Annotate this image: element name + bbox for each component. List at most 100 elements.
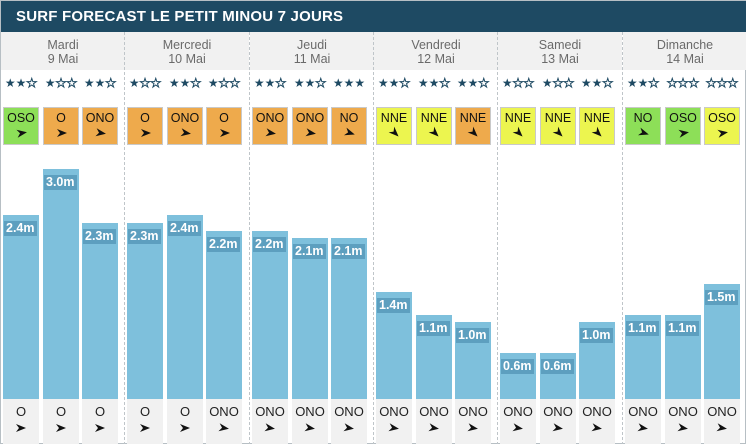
star-filled-icon: ★	[541, 76, 553, 90]
wave-height-bar: 2.2m	[252, 231, 288, 399]
wind-indicator: OSO	[3, 107, 39, 145]
star-empty-icon: ★	[677, 76, 689, 91]
star-filled-icon: ★	[580, 76, 592, 90]
wave-height-label: 2.3m	[128, 229, 161, 244]
rating-stars: ★ ★ ★	[125, 75, 165, 91]
swell-direction-label: ONO	[458, 404, 488, 419]
swell-direction-label: O	[139, 404, 151, 419]
star-empty-icon: ★	[602, 76, 614, 91]
wind-arrow-icon	[95, 128, 106, 137]
day-name: Mardi	[47, 38, 79, 52]
day-date: 13 Mai	[541, 52, 579, 66]
wind-direction-label: O	[56, 111, 66, 125]
swell-direction: ONO	[331, 399, 367, 444]
swell-direction-label: ONO	[543, 404, 573, 419]
swell-arrow-icon	[677, 423, 688, 432]
star-empty-icon: ★	[275, 76, 287, 91]
wave-height-label: 3.0m	[44, 175, 77, 190]
star-filled-icon: ★	[304, 76, 316, 90]
swell-direction: ONO	[206, 399, 242, 444]
swell-direction-label: ONO	[503, 404, 533, 419]
rating-stars: ★ ★ ★	[1, 75, 41, 91]
wave-height-bar: 3.0m	[43, 169, 79, 399]
star-filled-icon: ★	[4, 76, 16, 90]
star-filled-icon: ★	[179, 76, 191, 90]
wind-arrow-icon	[220, 129, 230, 137]
day-date: 9 Mai	[47, 52, 79, 66]
wind-direction-label: OSO	[708, 111, 736, 125]
wind-indicator: NO	[331, 107, 367, 145]
wave-height-label: 1.1m	[626, 321, 659, 336]
wind-arrow-icon	[428, 126, 439, 137]
swell-direction-label: ONO	[379, 404, 409, 419]
day-header	[250, 32, 374, 70]
swell-direction-label: ONO	[707, 404, 737, 419]
star-filled-icon: ★	[417, 76, 429, 90]
star-empty-icon: ★	[666, 76, 678, 91]
wind-indicator: ONO	[82, 107, 118, 145]
star-filled-icon: ★	[44, 76, 56, 90]
wave-height-label: 2.4m	[168, 221, 201, 236]
day-header	[374, 32, 498, 70]
star-filled-icon: ★	[128, 76, 140, 90]
day-column: Mardi 9 Mai ★ ★ ★ OSO 2.4m O ★ ★ ★ O 3.0m O ★ ★ ★ ONO 2.3m…	[1, 32, 125, 444]
wind-indicator: NNE	[455, 107, 491, 145]
wind-indicator: OSO	[665, 107, 701, 145]
swell-direction: O	[3, 399, 39, 444]
wave-height-bar: 0.6m	[540, 353, 576, 399]
wave-height-label: 2.4m	[4, 221, 37, 236]
wind-arrow-icon	[467, 126, 478, 137]
rating-stars: ★ ★ ★	[702, 75, 742, 91]
wind-arrow-icon	[591, 126, 602, 137]
swell-direction-label: ONO	[668, 404, 698, 419]
swell-direction: ONO	[540, 399, 576, 444]
wind-arrow-icon	[638, 127, 649, 136]
swell-arrow-icon	[591, 423, 602, 432]
wind-arrow-icon	[141, 129, 151, 137]
star-filled-icon: ★	[207, 76, 219, 90]
star-filled-icon: ★	[637, 76, 649, 90]
wave-height-label: 2.2m	[207, 237, 240, 252]
wind-arrow-icon	[305, 128, 316, 137]
rating-stars: ★ ★ ★	[577, 75, 617, 91]
wind-indicator: NNE	[540, 107, 576, 145]
wind-indicator: ONO	[167, 107, 203, 145]
swell-direction: ONO	[416, 399, 452, 444]
swell-direction-label: O	[55, 404, 67, 419]
wind-arrow-icon	[16, 129, 27, 138]
rating-stars: ★ ★ ★	[623, 75, 663, 91]
wind-direction-label: NO	[633, 111, 653, 125]
wave-height-bar: 1.5m	[704, 284, 740, 399]
swell-direction: ONO	[500, 399, 536, 444]
day-name: Samedi	[538, 38, 582, 52]
star-filled-icon: ★	[343, 76, 355, 90]
wind-direction-label: NNE	[420, 111, 448, 125]
wave-height-label: 1.1m	[417, 321, 450, 336]
star-empty-icon: ★	[523, 76, 535, 91]
star-empty-icon: ★	[190, 76, 202, 91]
swell-arrow-icon	[428, 423, 439, 432]
star-filled-icon: ★	[264, 76, 276, 90]
swell-direction: ONO	[292, 399, 328, 444]
wave-height-bar: 2.1m	[331, 238, 367, 399]
star-empty-icon: ★	[218, 76, 230, 91]
star-empty-icon: ★	[229, 76, 241, 91]
swell-direction-label: O	[179, 404, 191, 419]
rating-stars: ★ ★ ★	[538, 75, 578, 91]
swell-direction: O	[43, 399, 79, 444]
swell-direction: ONO	[252, 399, 288, 444]
wind-indicator: NNE	[376, 107, 412, 145]
star-filled-icon: ★	[94, 76, 106, 90]
day-date: 12 Mai	[417, 52, 455, 66]
wind-indicator: ONO	[292, 107, 328, 145]
rating-stars: ★ ★ ★	[80, 75, 120, 91]
wave-height-label: 1.0m	[580, 328, 613, 343]
swell-arrow-icon	[218, 423, 229, 432]
star-empty-icon: ★	[478, 76, 490, 91]
swell-arrow-icon	[264, 423, 275, 432]
wave-height-label: 1.1m	[666, 321, 699, 336]
swell-arrow-icon	[388, 423, 399, 432]
star-filled-icon: ★	[354, 76, 366, 90]
star-empty-icon: ★	[439, 76, 451, 91]
